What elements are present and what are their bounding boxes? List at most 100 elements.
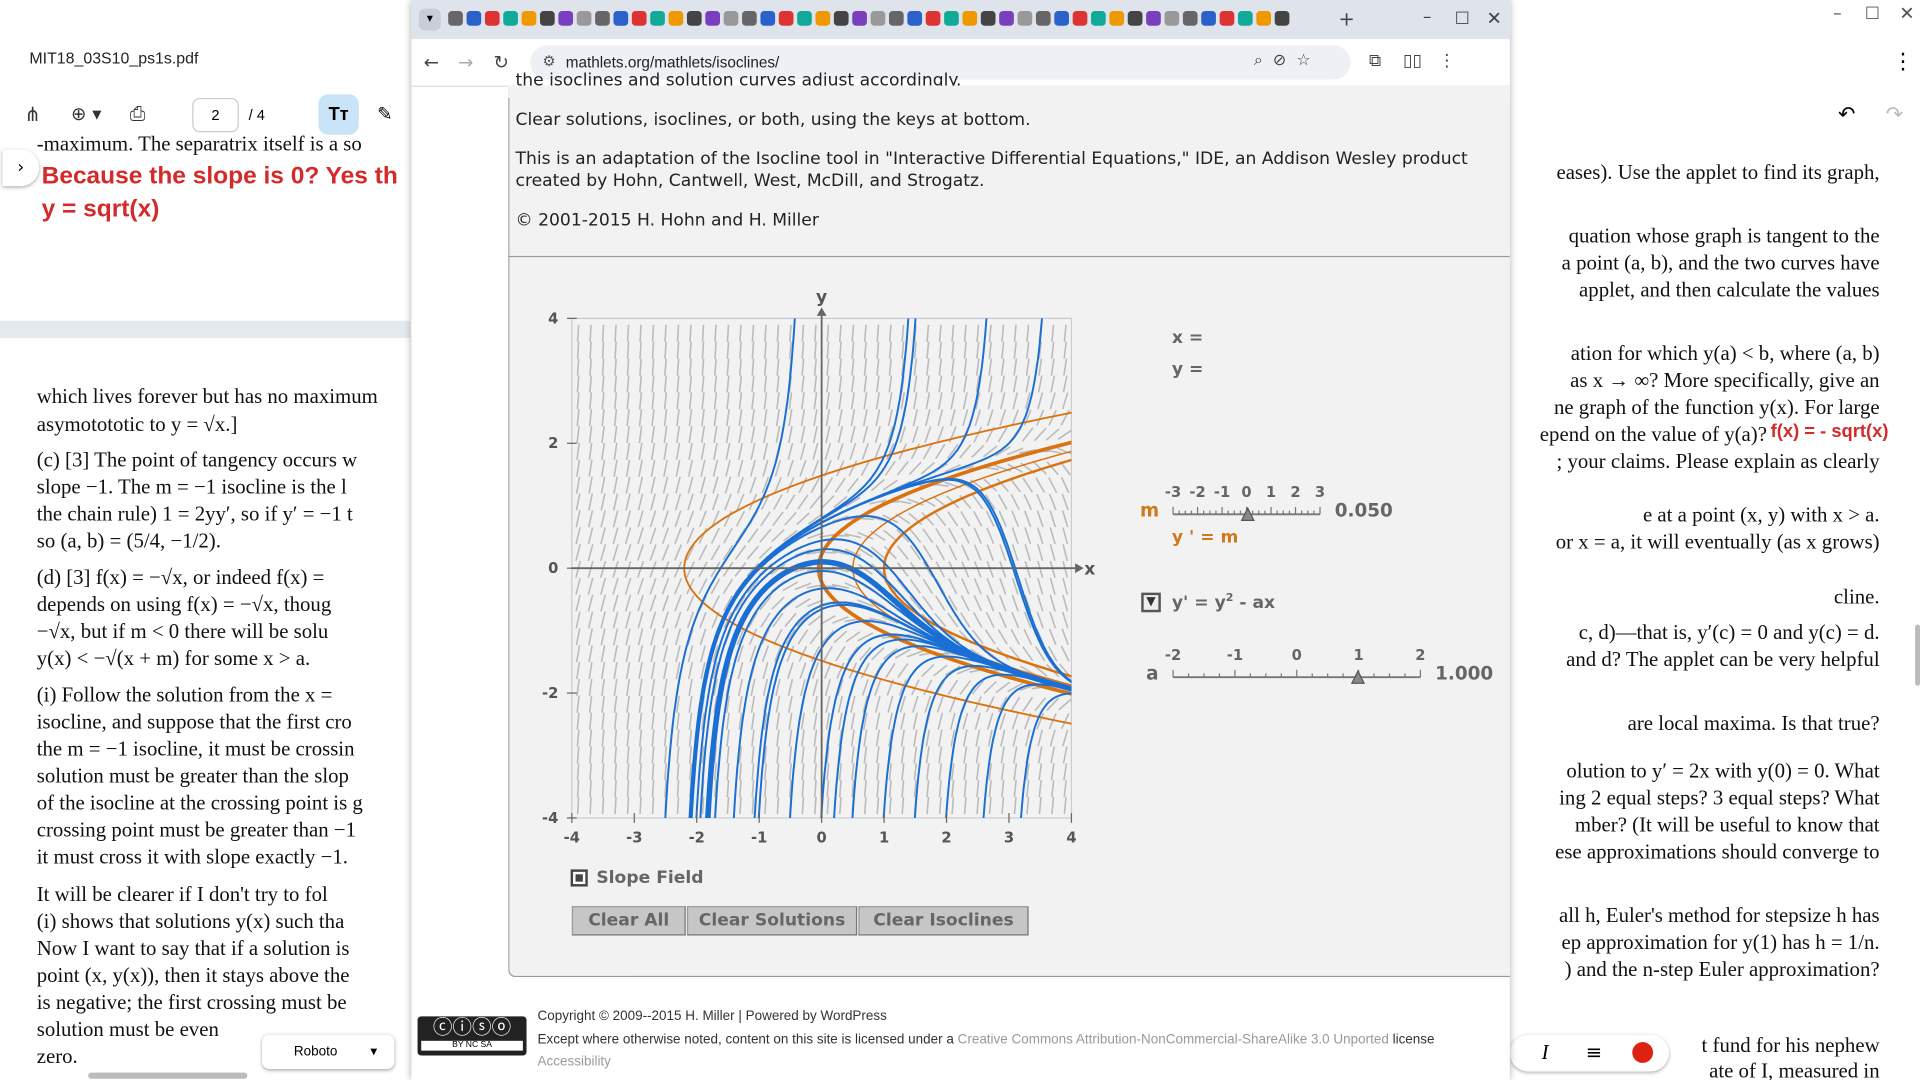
slope-dash <box>651 746 655 764</box>
license-link[interactable]: Creative Commons Attribution-NonCommerci… <box>957 1032 1389 1047</box>
win-min[interactable]: – <box>1422 7 1432 27</box>
slope-dash <box>1037 392 1044 410</box>
slope-dash <box>876 358 880 376</box>
omnibox-icons[interactable]: ⌕ ⊘ ☆ <box>1253 51 1311 70</box>
url[interactable]: mathlets.org/mathlets/isoclines/ <box>565 53 780 72</box>
slope-dash <box>1036 712 1045 730</box>
slider-scale-label: 3 <box>1315 484 1325 501</box>
undo[interactable]: ↶ <box>1837 102 1856 128</box>
cc-badge[interactable]: ⓒⓘⓢⓞ BY NC SA <box>417 1016 527 1056</box>
slope-field-checkbox[interactable] <box>570 869 588 887</box>
slope-dash <box>871 647 885 661</box>
back[interactable]: ← <box>423 51 440 74</box>
win-max[interactable]: □ <box>1454 8 1470 27</box>
slope-dash <box>638 425 643 444</box>
slope-dash <box>625 645 631 663</box>
pdf-line: zero. <box>36 1044 78 1068</box>
slope-dash <box>761 476 770 494</box>
slider-handle[interactable] <box>1350 669 1366 684</box>
page-count: / 4 <box>248 106 265 124</box>
outer-max[interactable]: □ <box>1864 3 1880 23</box>
slope-dash <box>737 645 744 663</box>
slope-dash <box>976 341 980 359</box>
slope-dash <box>862 409 868 427</box>
slope-dash <box>971 444 985 459</box>
text-tool[interactable]: Tт <box>318 94 359 135</box>
button[interactable]: Clear All <box>571 906 686 936</box>
slope-dash <box>710 595 721 612</box>
slope-dash <box>999 409 1007 427</box>
equation-dropdown[interactable]: ▼ <box>1141 592 1161 613</box>
slope-dash <box>1024 594 1032 612</box>
slope-dash <box>662 645 669 663</box>
slope-dash <box>812 678 819 696</box>
slope-dash <box>737 476 744 494</box>
slope-dash <box>588 409 593 427</box>
slope-dash <box>950 375 955 393</box>
slope-dash <box>963 780 967 798</box>
slope-dash <box>601 729 605 747</box>
button[interactable]: Clear Solutions <box>686 906 858 936</box>
slope-dash <box>785 494 796 510</box>
tab-search[interactable]: ▾ <box>418 8 441 31</box>
slope-dash <box>888 341 892 359</box>
slope-dash <box>813 375 818 393</box>
slope-dash <box>787 425 793 444</box>
slope-dash <box>738 375 743 393</box>
omnibox[interactable] <box>530 45 1351 80</box>
slope-dash <box>676 392 680 410</box>
font-select[interactable]: Roboto ▾ <box>262 1034 395 1069</box>
slope-dash <box>1009 477 1022 493</box>
slope-dash <box>776 746 780 764</box>
slope-dash <box>651 392 655 410</box>
sidebar-toggle[interactable]: › <box>2 149 40 187</box>
slope-dash <box>775 678 781 696</box>
new-tab[interactable]: + <box>1338 7 1355 31</box>
win-close[interactable]: ✕ <box>1486 7 1502 30</box>
slope-dash <box>735 510 746 527</box>
slope-dash <box>913 746 918 764</box>
menu-dots[interactable]: ⋮ <box>1891 48 1914 75</box>
slope-dash <box>688 712 693 730</box>
outer-close[interactable]: ✕ <box>1899 2 1915 25</box>
draw-tool[interactable]: ✎ <box>377 102 393 125</box>
align-btn[interactable]: ≡ <box>1585 1040 1603 1065</box>
site-info[interactable]: ⚙ <box>542 52 556 70</box>
accessibility-link[interactable]: Accessibility <box>537 1054 611 1069</box>
slope-dash <box>575 476 581 494</box>
slope-dash <box>1063 796 1067 815</box>
slope-dash <box>739 341 742 359</box>
print-icon[interactable]: ⎙ <box>129 101 146 125</box>
share-icon[interactable]: ⋔ <box>24 102 41 127</box>
italic-btn[interactable]: I <box>1541 1040 1549 1065</box>
slope-dash <box>576 409 580 427</box>
color-btn[interactable] <box>1632 1042 1654 1063</box>
slope-dash <box>913 341 917 359</box>
tab-favicon <box>962 11 978 26</box>
outer-min[interactable]: – <box>1833 3 1842 24</box>
slope-dash <box>811 662 820 679</box>
slope-dash <box>1000 729 1006 747</box>
reload[interactable]: ↻ <box>493 51 509 74</box>
slope-dash <box>775 695 781 713</box>
slope-dash <box>1023 493 1033 511</box>
slope-dash <box>795 597 811 609</box>
slope-dash <box>600 493 606 511</box>
slope-dash <box>686 594 695 612</box>
ext-icons[interactable]: ⧉ ▯▯ ⋮ <box>1368 51 1456 72</box>
slope-dash <box>638 662 643 680</box>
slope-dash <box>1062 544 1069 562</box>
button[interactable]: Clear Isoclines <box>858 906 1029 936</box>
slope-dash <box>913 392 918 410</box>
page-input[interactable]: 2 <box>192 97 239 133</box>
slope-dash <box>749 645 757 663</box>
slope-dash <box>613 695 618 713</box>
slope-dash <box>1060 713 1070 730</box>
zoom-icon[interactable]: ⊕ ▾ <box>71 102 102 125</box>
pdf-line: ing 2 equal steps? 3 equal steps? What <box>1559 786 1880 810</box>
tab-favicon <box>1017 11 1033 26</box>
slider-handle[interactable] <box>1240 506 1255 522</box>
slope-dash <box>1038 358 1043 376</box>
slope-dash <box>909 561 921 577</box>
slope-dash <box>888 375 893 393</box>
